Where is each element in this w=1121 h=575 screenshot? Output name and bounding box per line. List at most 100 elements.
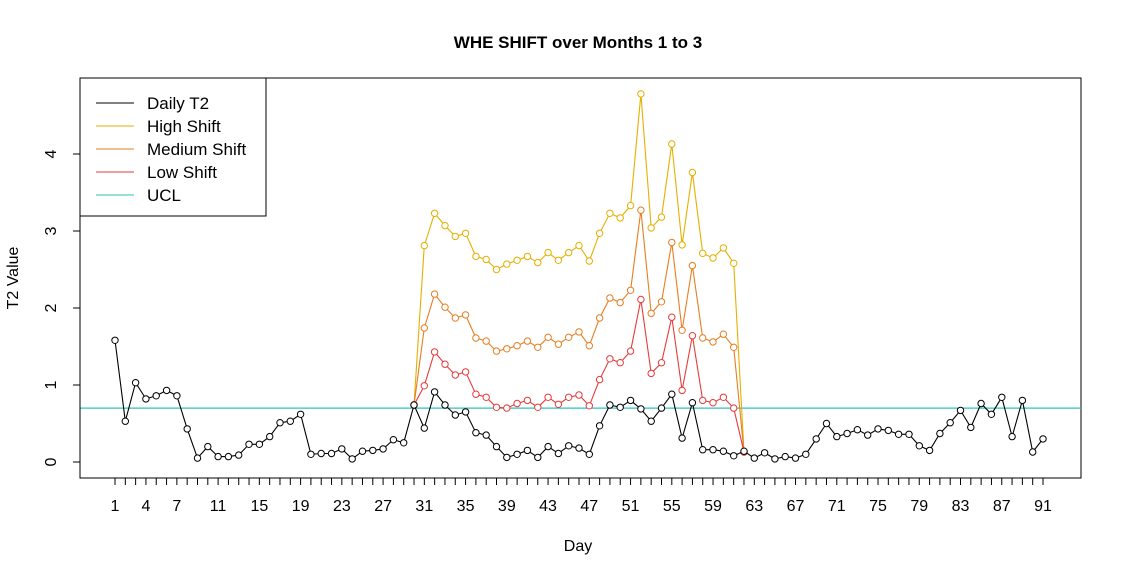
data-point-medium-shift [513, 342, 521, 350]
data-point-daily-t2 [657, 404, 666, 412]
series-medium-shift [410, 206, 748, 456]
data-point-low-shift [688, 332, 697, 340]
data-point-daily-t2 [482, 431, 490, 439]
series-line-daily-t2 [114, 340, 1044, 460]
data-point-low-shift [565, 393, 573, 401]
data-point-high-shift [492, 265, 501, 274]
data-point-daily-t2 [894, 430, 903, 438]
x-tick-label: 83 [952, 498, 970, 515]
data-point-daily-t2 [451, 411, 459, 419]
data-point-high-shift [565, 248, 573, 257]
data-point-daily-t2 [193, 454, 202, 462]
data-point-daily-t2 [276, 419, 284, 427]
data-point-high-shift [534, 258, 542, 267]
data-point-daily-t2 [595, 422, 604, 430]
data-point-high-shift [441, 221, 449, 230]
series-high-shift [410, 90, 748, 456]
data-point-high-shift [678, 241, 686, 249]
data-point-medium-shift [544, 333, 552, 341]
data-point-medium-shift [719, 330, 728, 338]
data-point-daily-t2 [987, 410, 996, 418]
data-point-daily-t2 [606, 401, 614, 409]
data-point-high-shift [647, 224, 655, 232]
data-point-daily-t2 [111, 336, 119, 344]
data-point-high-shift [699, 249, 707, 258]
data-point-medium-shift [585, 342, 593, 350]
data-point-low-shift [668, 313, 676, 321]
data-point-medium-shift [472, 334, 480, 342]
y-tick-label: 1 [43, 380, 60, 389]
data-point-daily-t2 [338, 445, 346, 453]
x-tick-label: 51 [622, 498, 640, 515]
data-point-medium-shift [626, 286, 635, 294]
data-point-daily-t2 [956, 406, 965, 415]
data-point-daily-t2 [1008, 432, 1016, 441]
data-point-daily-t2 [307, 450, 315, 458]
data-point-daily-t2 [637, 405, 645, 413]
x-tick-label: 4 [141, 498, 150, 515]
data-point-high-shift [451, 232, 459, 241]
data-point-daily-t2 [977, 399, 985, 408]
data-point-high-shift [668, 140, 676, 148]
data-point-daily-t2 [822, 419, 831, 428]
data-point-high-shift [616, 214, 624, 222]
data-point-daily-t2 [544, 442, 552, 451]
data-point-daily-t2 [575, 444, 583, 452]
y-tick-label: 3 [43, 226, 60, 235]
data-point-low-shift [699, 396, 707, 405]
legend-entry: Low Shift [147, 163, 217, 182]
data-point-medium-shift [647, 309, 655, 318]
legend-entry: UCL [147, 186, 181, 205]
data-point-medium-shift [534, 343, 542, 351]
x-tick-label: 63 [745, 498, 763, 515]
data-point-high-shift [544, 248, 552, 257]
data-point-daily-t2 [833, 432, 841, 441]
x-tick-label: 91 [1034, 498, 1052, 515]
data-point-medium-shift [657, 298, 666, 306]
data-point-high-shift [503, 260, 511, 268]
legend-entry: High Shift [147, 117, 221, 136]
data-point-medium-shift [699, 334, 707, 342]
data-point-daily-t2 [430, 388, 439, 396]
x-tick-label: 59 [704, 498, 722, 515]
x-tick-label: 11 [210, 498, 227, 515]
data-point-daily-t2 [369, 446, 377, 455]
y-tick-label: 4 [43, 149, 60, 158]
data-point-medium-shift [523, 337, 532, 345]
legend-entry: Medium Shift [147, 140, 246, 159]
x-tick-label: 23 [333, 498, 351, 515]
data-point-daily-t2 [513, 450, 521, 458]
legend-box [79, 77, 267, 217]
data-point-daily-t2 [905, 430, 913, 438]
data-point-low-shift [430, 348, 439, 356]
data-point-daily-t2 [245, 440, 253, 448]
data-point-daily-t2 [523, 446, 532, 455]
data-point-daily-t2 [750, 454, 758, 462]
data-point-daily-t2 [730, 452, 738, 460]
data-point-daily-t2 [915, 442, 923, 450]
data-point-low-shift [616, 359, 624, 367]
data-point-high-shift [585, 257, 593, 265]
data-point-daily-t2 [864, 431, 872, 439]
data-point-high-shift [461, 229, 470, 238]
data-point-low-shift [575, 391, 583, 399]
data-point-medium-shift [688, 261, 697, 270]
data-point-high-shift [657, 213, 666, 221]
data-point-daily-t2 [874, 425, 882, 433]
data-point-medium-shift [565, 333, 573, 341]
data-point-low-shift [544, 393, 552, 401]
data-point-high-shift [430, 209, 439, 218]
legend: Daily T2 High Shift Medium Shift Low Shift U… [79, 77, 267, 217]
data-point-medium-shift [482, 337, 490, 345]
data-point-low-shift [472, 390, 480, 398]
data-point-medium-shift [668, 238, 676, 247]
data-point-low-shift [513, 399, 521, 408]
data-point-medium-shift [595, 314, 604, 322]
data-point-daily-t2 [760, 449, 769, 457]
data-point-daily-t2 [235, 451, 243, 459]
data-point-daily-t2 [296, 410, 305, 418]
data-point-low-shift [730, 404, 738, 412]
data-point-high-shift [482, 255, 490, 264]
data-point-low-shift [503, 404, 511, 412]
data-point-low-shift [606, 355, 614, 363]
